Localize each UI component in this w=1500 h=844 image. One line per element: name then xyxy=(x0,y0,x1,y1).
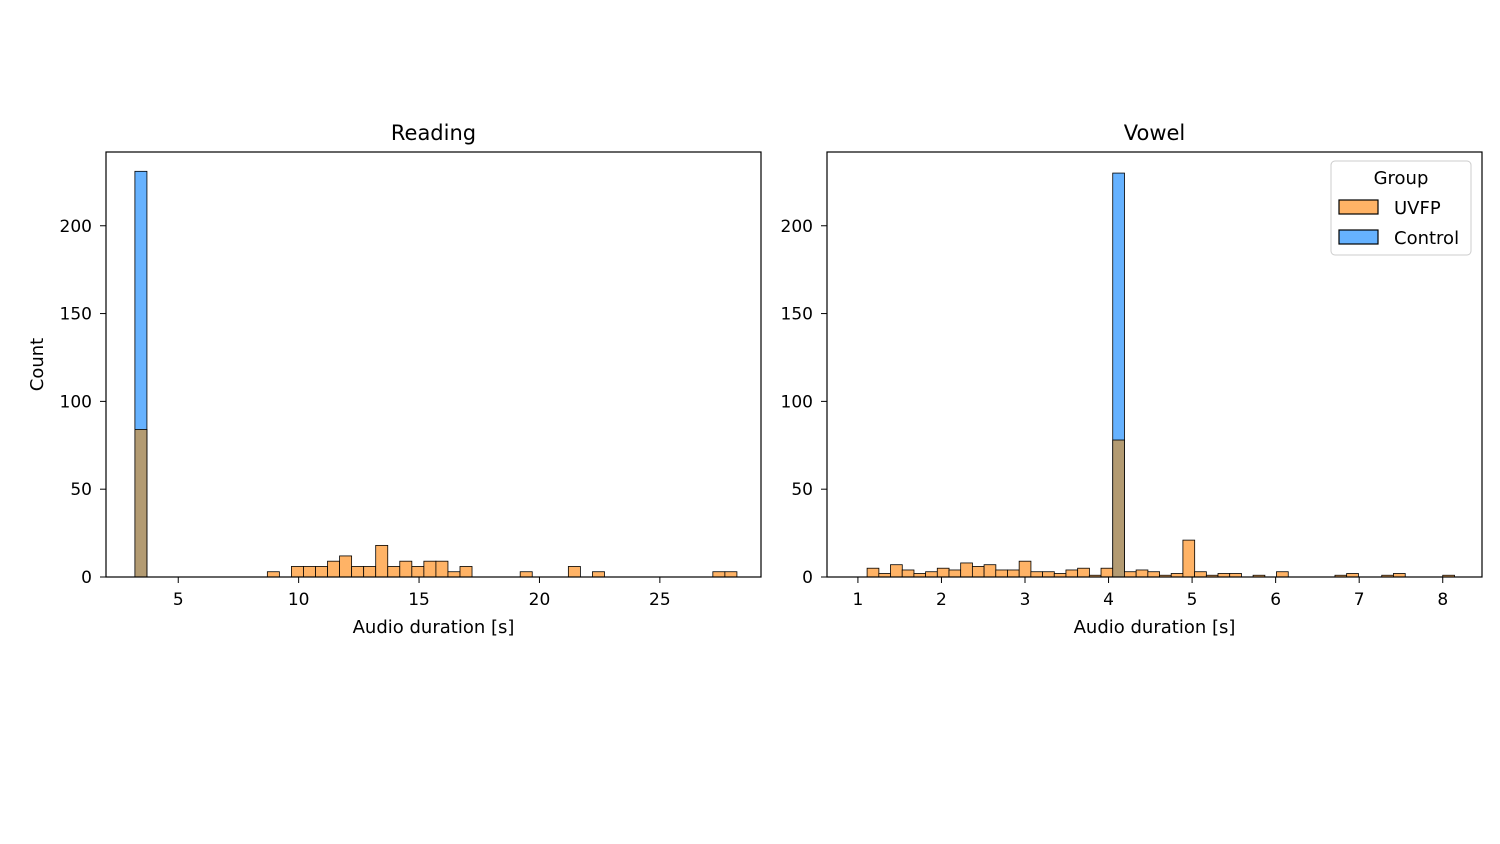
uvfp-bar xyxy=(387,566,401,578)
x-tick-label: 1 xyxy=(852,590,863,610)
x-tick-label: 25 xyxy=(649,590,671,610)
uvfp-bar xyxy=(363,566,377,578)
x-tick-label: 5 xyxy=(1187,590,1198,610)
uvfp-bar xyxy=(901,569,915,578)
x-tick-label: 20 xyxy=(529,590,551,610)
uvfp-bar xyxy=(948,569,962,578)
uvfp-bar xyxy=(995,569,1008,578)
uvfp-bar xyxy=(1065,569,1079,578)
reading-panel: 5 10 15 20 25 0 50 100 150 200 Reading Audio durati… xyxy=(27,121,762,638)
x-axis-label: Audio duration [s] xyxy=(353,617,515,638)
uvfp-bar xyxy=(315,566,328,578)
y-axis-label: Count xyxy=(27,338,48,391)
uvfp-bar xyxy=(1276,571,1289,578)
uvfp-bar xyxy=(1135,569,1149,578)
x-tick-label: 5 xyxy=(173,590,184,610)
x-tick-label: 7 xyxy=(1354,590,1365,610)
uvfp-bar xyxy=(960,562,973,578)
x-tick-label: 6 xyxy=(1270,590,1281,610)
y-tick-label: 100 xyxy=(781,392,813,412)
legend: Group UVFP Control xyxy=(1330,160,1472,256)
uvfp-bar xyxy=(1124,571,1137,578)
uvfp-bar xyxy=(592,571,605,578)
uvfp-bar xyxy=(724,571,738,578)
uvfp-bar xyxy=(1042,571,1055,578)
uvfp-bar xyxy=(519,571,533,578)
x-tick-label: 10 xyxy=(288,590,310,610)
y-tick-label: 150 xyxy=(60,305,92,325)
uvfp-bar xyxy=(1182,539,1196,578)
uvfp-bar xyxy=(447,571,461,578)
legend-swatch xyxy=(1338,199,1379,215)
uvfp-bar xyxy=(459,566,473,578)
x-tick-label: 8 xyxy=(1437,590,1448,610)
uvfp-bar xyxy=(1077,567,1090,578)
y-tick-label: 200 xyxy=(781,217,813,237)
y-tick-label: 0 xyxy=(802,568,813,588)
chart-title: Reading xyxy=(391,121,476,145)
x-tick-label: 15 xyxy=(408,590,430,610)
uvfp-bar xyxy=(890,564,903,578)
y-tick-label: 0 xyxy=(81,568,92,588)
uvfp-bar xyxy=(1030,571,1044,578)
uvfp-bar xyxy=(567,566,581,578)
uvfp-bar xyxy=(303,566,316,578)
uvfp-bar xyxy=(351,566,365,578)
y-tick-label: 200 xyxy=(60,217,92,237)
legend-title: Group xyxy=(1374,168,1429,189)
x-tick-label: 3 xyxy=(1020,590,1031,610)
uvfp-bar xyxy=(936,567,950,578)
uvfp-bar xyxy=(925,571,938,578)
uvfp-bar xyxy=(983,564,997,578)
uvfp-bar xyxy=(1018,560,1032,578)
chart-title: Vowel xyxy=(1124,121,1186,145)
vowel-panel: 1 2 3 4 5 6 7 8 0 50 100 150 200 Vowel Audio duration … xyxy=(781,121,1483,638)
uvfp-bar xyxy=(266,571,280,578)
y-tick-label: 100 xyxy=(60,392,92,412)
uvfp-bar xyxy=(712,571,726,578)
uvfp-bar xyxy=(971,566,985,578)
uvfp-bar xyxy=(866,567,880,578)
axes-frame xyxy=(826,151,1483,578)
uvfp-bar xyxy=(1007,569,1020,578)
uvfp-bar xyxy=(327,560,340,578)
y-tick-label: 50 xyxy=(70,480,92,500)
uvfp-bar xyxy=(1112,439,1125,578)
uvfp-bar xyxy=(423,560,437,578)
uvfp-bar xyxy=(291,566,304,578)
uvfp-bar xyxy=(375,544,389,578)
x-axis-label: Audio duration [s] xyxy=(1074,617,1236,638)
uvfp-bar xyxy=(134,429,148,578)
uvfp-bar xyxy=(339,555,353,578)
x-tick-label: 2 xyxy=(936,590,947,610)
uvfp-bar xyxy=(1100,567,1114,578)
y-tick-label: 150 xyxy=(781,305,813,325)
axes-frame xyxy=(105,151,762,578)
uvfp-bar xyxy=(435,560,449,578)
legend-entry-label: Control xyxy=(1394,228,1459,249)
y-tick-label: 50 xyxy=(791,480,813,500)
uvfp-bar xyxy=(1147,571,1160,578)
uvfp-bar xyxy=(411,566,425,578)
uvfp-bar xyxy=(399,560,413,578)
x-tick-label: 4 xyxy=(1103,590,1114,610)
uvfp-bar xyxy=(1194,571,1207,578)
legend-swatch xyxy=(1338,229,1379,245)
legend-entry-label: UVFP xyxy=(1394,198,1441,219)
